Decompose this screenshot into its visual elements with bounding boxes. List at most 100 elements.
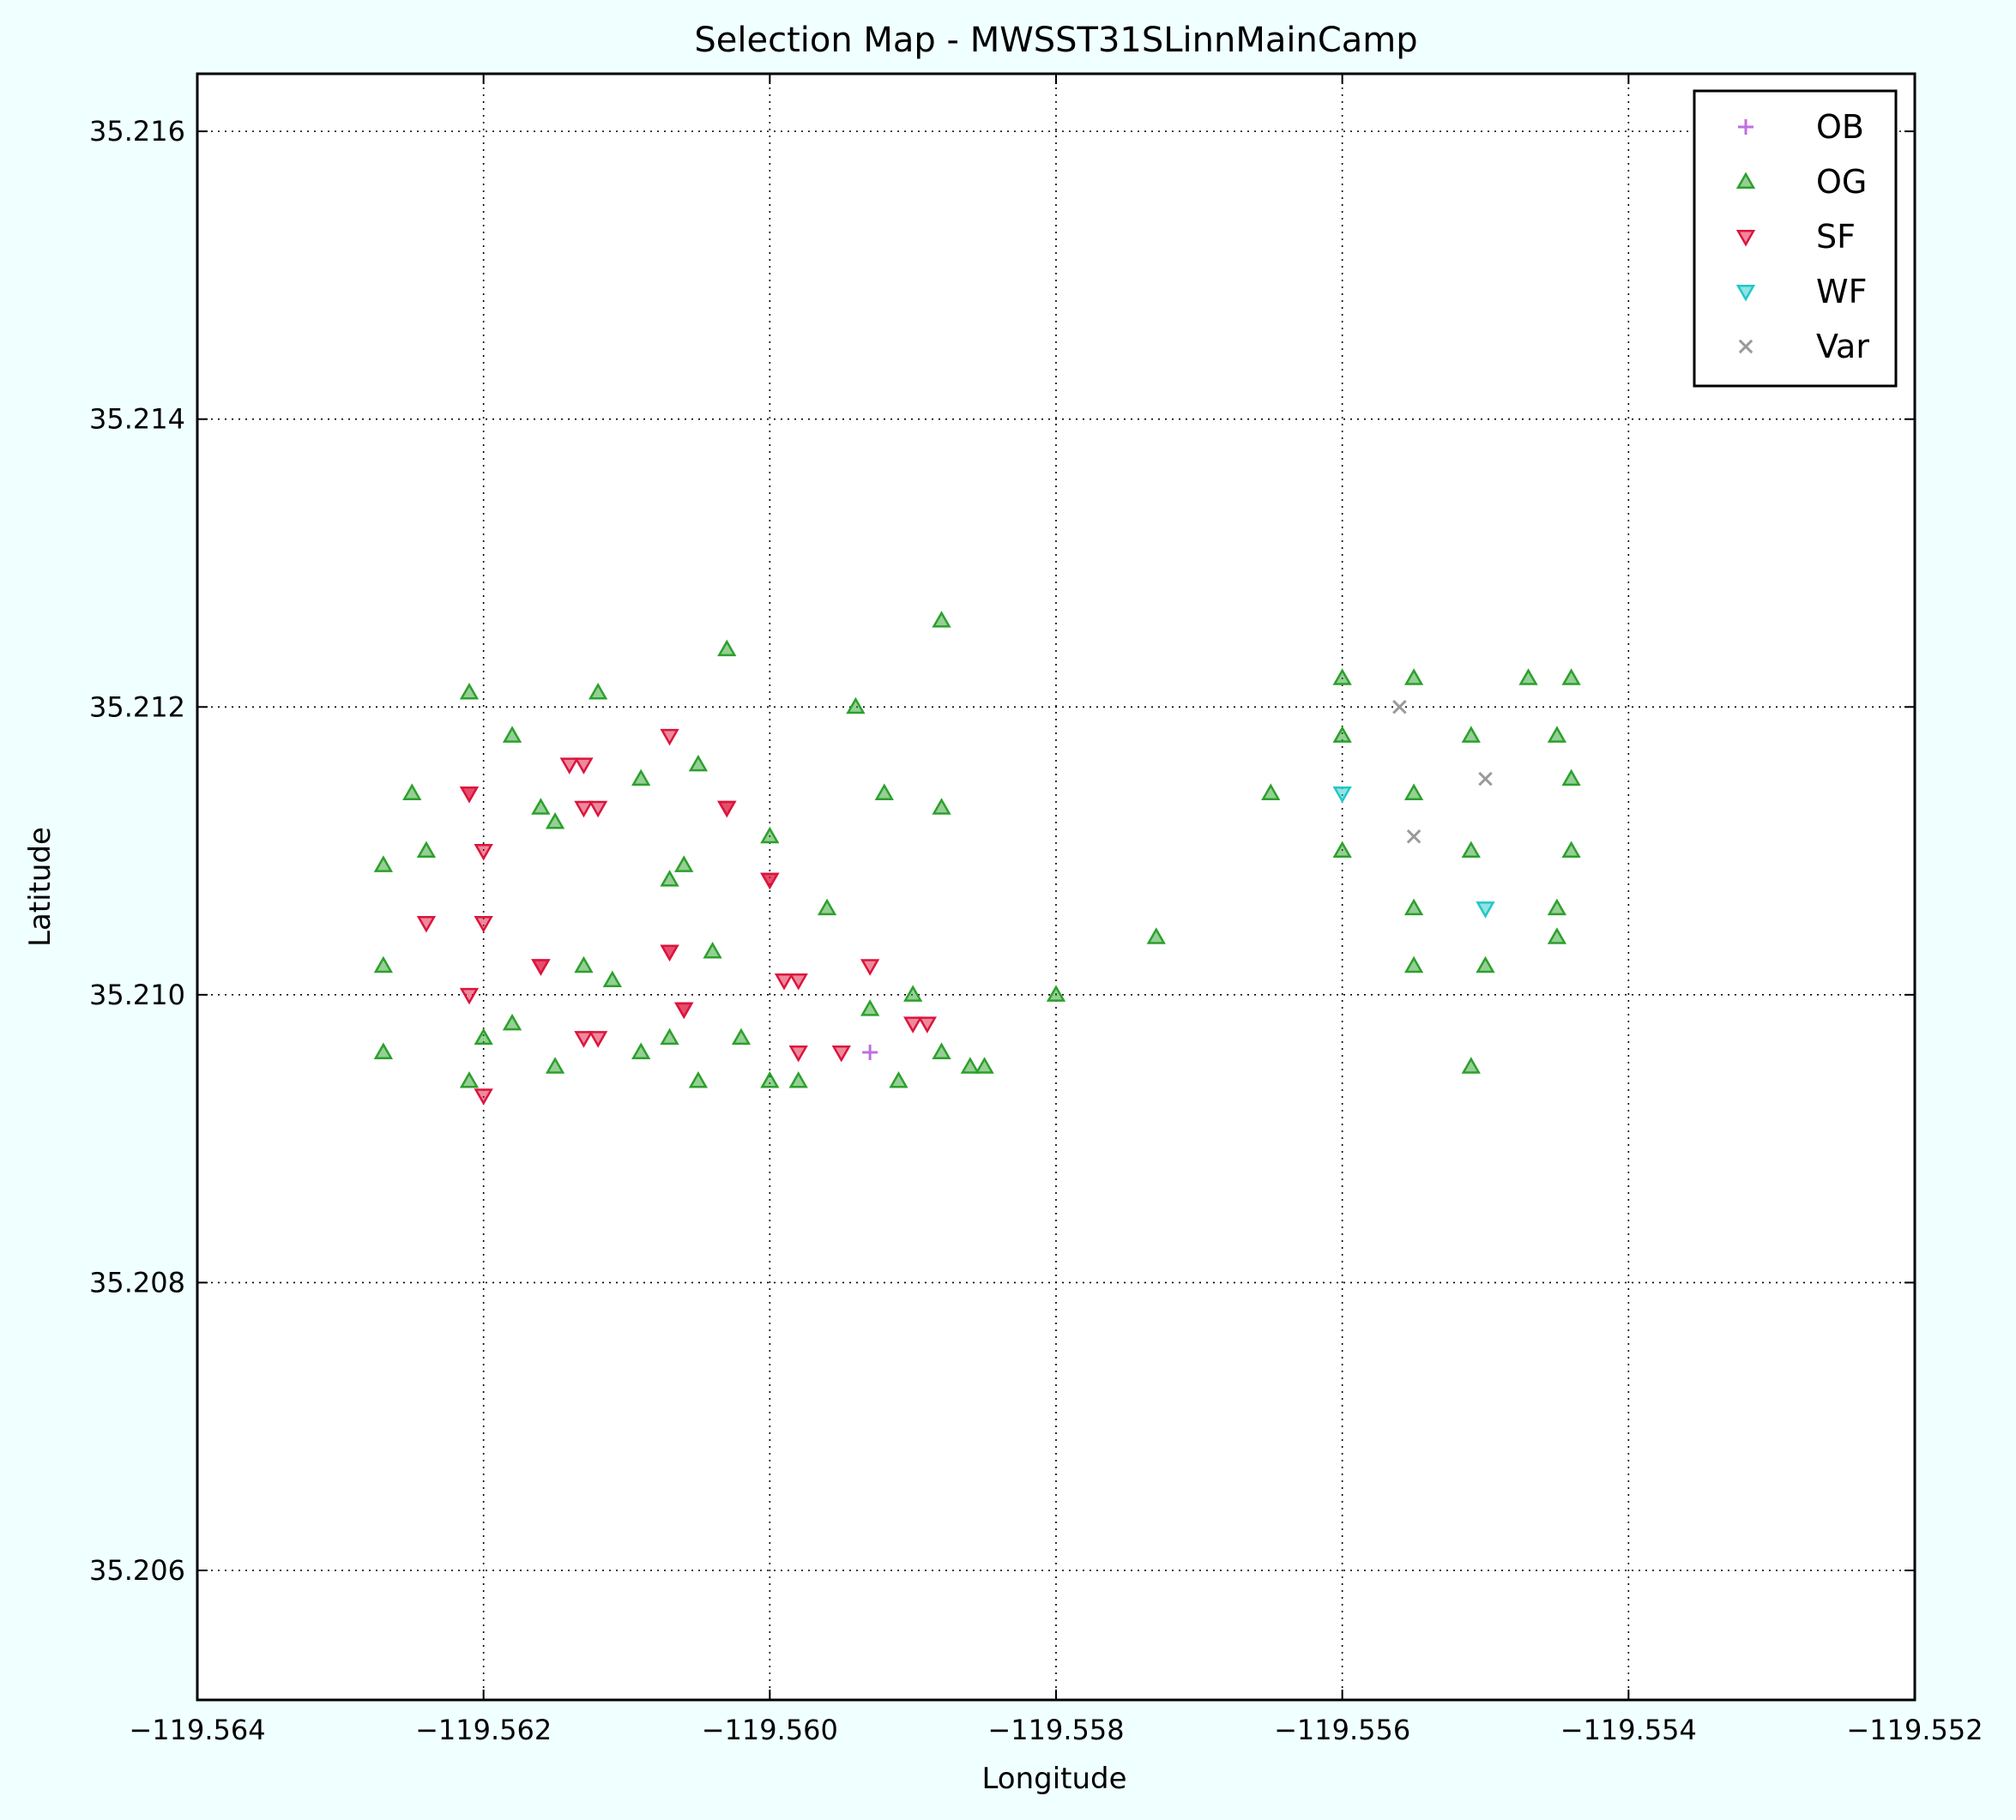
series-var <box>1392 700 1493 844</box>
point-og <box>703 941 722 959</box>
series-wf <box>1332 786 1495 919</box>
point-sf <box>774 973 794 991</box>
y-tick-label: 35.208 <box>89 1266 185 1299</box>
point-og <box>402 783 422 800</box>
point-sf <box>903 1016 923 1034</box>
point-og <box>1146 927 1166 944</box>
point-og <box>459 1070 480 1088</box>
point-og <box>1403 668 1424 685</box>
point-sf <box>416 915 437 933</box>
point-sf <box>788 1045 808 1063</box>
series-sf <box>416 728 938 1106</box>
point-og <box>1403 783 1424 800</box>
y-tick-label: 35.216 <box>89 115 185 148</box>
x-tick-label: −119.558 <box>987 1714 1124 1746</box>
point-og <box>889 1070 908 1088</box>
point-og <box>1461 726 1481 743</box>
point-wf <box>1332 786 1352 804</box>
point-og <box>960 1057 981 1074</box>
plot-area <box>197 74 1915 1700</box>
x-tick-label: −119.564 <box>129 1714 265 1746</box>
point-og <box>502 1013 522 1031</box>
point-sf <box>459 987 480 1005</box>
legend: OB OG SF WF Var <box>1693 89 1898 388</box>
point-var <box>1406 829 1421 844</box>
point-sf <box>674 1002 694 1020</box>
point-og <box>1561 768 1581 786</box>
point-og <box>846 696 866 714</box>
point-sf <box>474 844 493 861</box>
point-sf <box>531 959 551 976</box>
legend-box <box>1693 89 1898 388</box>
point-og <box>1461 1057 1481 1074</box>
point-sf <box>574 1031 594 1048</box>
point-og <box>1332 841 1352 859</box>
legend-marker-wf <box>1735 285 1756 302</box>
data-points <box>373 611 1581 1106</box>
axis-ticks: −119.564 −119.562 −119.560 −119.558 −119.556… <box>89 74 1983 1746</box>
point-og <box>874 783 894 800</box>
x-tick-label: −119.562 <box>415 1714 552 1746</box>
point-sf <box>788 973 808 991</box>
point-og <box>1476 955 1495 973</box>
point-og <box>545 1057 565 1074</box>
x-tick-label: −119.560 <box>702 1714 838 1746</box>
x-tick-label: −119.556 <box>1274 1714 1410 1746</box>
point-sf <box>831 1045 851 1063</box>
point-og <box>1561 668 1581 685</box>
y-axis-label: Latitude <box>23 827 57 947</box>
point-sf <box>660 728 679 746</box>
x-tick-label: −119.552 <box>1846 1714 1983 1746</box>
point-og <box>674 855 694 872</box>
point-og <box>760 826 780 844</box>
point-og <box>1332 726 1352 743</box>
point-og <box>1461 841 1481 859</box>
point-og <box>1547 898 1567 916</box>
point-sf <box>588 800 608 818</box>
point-sf <box>474 915 493 933</box>
point-og <box>502 726 522 743</box>
point-sf <box>459 786 480 804</box>
point-og <box>975 1057 994 1074</box>
point-og <box>660 1028 679 1046</box>
point-var <box>1478 771 1493 786</box>
point-og <box>688 754 709 772</box>
point-og <box>932 611 951 628</box>
point-og <box>416 841 437 859</box>
point-og <box>631 768 651 786</box>
point-var <box>1392 700 1407 714</box>
point-sf <box>917 1016 938 1034</box>
point-wf <box>1476 901 1495 919</box>
point-og <box>760 1070 780 1088</box>
legend-label-sf: SF <box>1816 218 1856 256</box>
legend-label-wf: WF <box>1816 273 1867 310</box>
point-og <box>373 1042 394 1059</box>
chart-title: Selection Map - MWSST31SLinnMainCamp <box>694 21 1417 60</box>
point-og <box>373 955 394 973</box>
point-og <box>1561 841 1581 859</box>
point-og <box>932 1042 951 1059</box>
point-og <box>788 1070 808 1088</box>
point-sf <box>474 1088 493 1106</box>
series-ob <box>862 1044 878 1060</box>
point-ob <box>862 1044 878 1060</box>
point-og <box>903 985 923 1002</box>
point-og <box>602 970 622 988</box>
point-og <box>1261 783 1281 800</box>
point-og <box>588 682 608 700</box>
point-og <box>1046 985 1066 1002</box>
point-og <box>731 1028 751 1046</box>
point-og <box>1547 726 1567 743</box>
legend-marker-ob <box>1738 119 1753 135</box>
point-sf <box>717 800 737 818</box>
legend-label-var: Var <box>1816 328 1869 365</box>
y-tick-label: 35.212 <box>89 690 185 723</box>
point-sf <box>574 757 594 774</box>
point-og <box>531 798 551 815</box>
point-sf <box>660 944 679 962</box>
point-og <box>932 798 951 815</box>
point-og <box>860 999 880 1016</box>
point-og <box>1518 668 1538 685</box>
point-og <box>474 1028 493 1046</box>
